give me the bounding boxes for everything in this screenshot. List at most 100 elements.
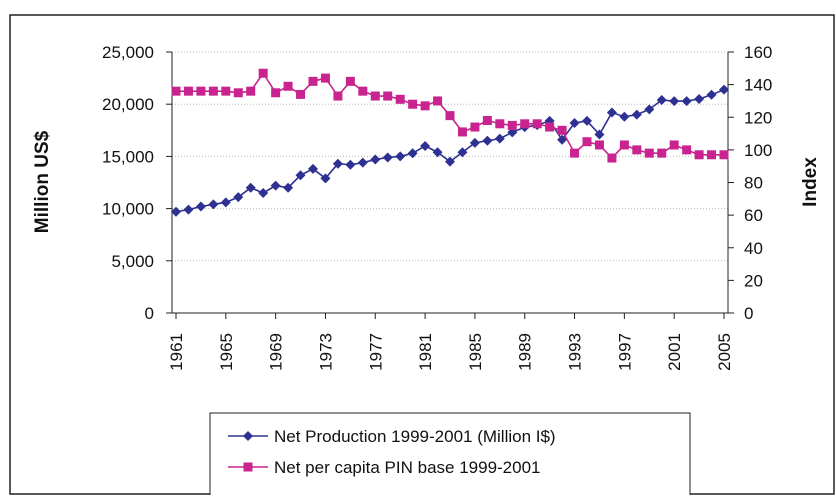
point [370, 91, 380, 101]
point [669, 96, 680, 107]
y-tick-label: 25,000 [102, 43, 154, 62]
point [706, 89, 717, 100]
y-tick-label: 10,000 [102, 200, 154, 219]
point [246, 86, 256, 96]
point [457, 127, 467, 137]
y2-tick-label: 140 [744, 76, 772, 95]
point [283, 182, 294, 193]
point [694, 93, 705, 104]
point [320, 73, 330, 83]
point [594, 140, 604, 150]
legend-marker [243, 462, 253, 472]
point [395, 94, 405, 104]
point [631, 109, 642, 120]
point [345, 159, 356, 170]
point [495, 119, 505, 129]
point [457, 147, 468, 158]
point [407, 148, 418, 159]
y-tick-label: 15,000 [102, 147, 154, 166]
point [632, 145, 642, 155]
point [494, 133, 505, 144]
point [258, 187, 269, 198]
point [719, 150, 729, 160]
point [557, 125, 567, 135]
point [657, 148, 667, 158]
point [395, 151, 406, 162]
point [245, 182, 256, 193]
point [308, 163, 318, 174]
point [482, 135, 493, 146]
point [382, 152, 393, 163]
point [644, 104, 655, 115]
x-tick-label: 1965 [217, 333, 236, 371]
point [332, 158, 343, 169]
y2-tick-label: 0 [744, 304, 753, 323]
point [370, 154, 381, 165]
point [694, 150, 704, 160]
x-tick-label: 1977 [366, 333, 385, 371]
point [220, 197, 231, 208]
point [258, 68, 268, 78]
point [594, 129, 605, 140]
point [383, 91, 393, 101]
point [606, 107, 617, 118]
point [171, 206, 181, 217]
point [482, 116, 492, 126]
point [569, 117, 580, 128]
point [196, 86, 206, 96]
point [408, 99, 418, 109]
y2-tick-label: 80 [744, 174, 763, 193]
point [308, 76, 318, 86]
x-tick-label: 2001 [665, 333, 684, 371]
point [183, 86, 193, 96]
point [433, 96, 443, 106]
point [445, 111, 455, 121]
point [320, 173, 331, 184]
point [183, 204, 194, 215]
point [507, 120, 517, 130]
point [432, 147, 443, 158]
point [619, 140, 629, 150]
point [233, 88, 243, 98]
legend-marker [243, 431, 253, 441]
legend-label: Net per capita PIN base 1999-2001 [274, 458, 541, 477]
y2-tick-label: 100 [744, 141, 772, 160]
point [357, 157, 368, 168]
y2-tick-label: 60 [744, 206, 763, 225]
x-tick-label: 1989 [516, 333, 535, 371]
point [221, 86, 231, 96]
point [420, 140, 431, 151]
x-tick-label: 1961 [167, 333, 186, 371]
point [656, 95, 667, 106]
y2-tick-label: 160 [744, 43, 772, 62]
point [681, 96, 692, 107]
point [358, 86, 368, 96]
point [532, 119, 542, 129]
point [345, 76, 355, 86]
legend-label: Net Production 1999-2001 (Million I$) [274, 427, 556, 446]
y-tick-label: 20,000 [102, 95, 154, 114]
point [707, 150, 717, 160]
point [295, 170, 306, 181]
point [582, 115, 592, 126]
point [644, 148, 654, 158]
point [208, 86, 218, 96]
legend-box [209, 412, 691, 500]
y2-axis-label: Index [800, 157, 821, 207]
point [270, 180, 281, 191]
point [296, 89, 306, 99]
x-tick-label: 1981 [416, 333, 435, 371]
point [607, 153, 617, 163]
point [682, 145, 692, 155]
point [719, 84, 729, 95]
y2-tick-label: 120 [744, 108, 772, 127]
point [669, 140, 679, 150]
point [171, 86, 181, 96]
point [619, 111, 630, 122]
point [333, 91, 343, 101]
point [271, 88, 281, 98]
x-tick-label: 1969 [267, 333, 286, 371]
point [469, 137, 480, 148]
